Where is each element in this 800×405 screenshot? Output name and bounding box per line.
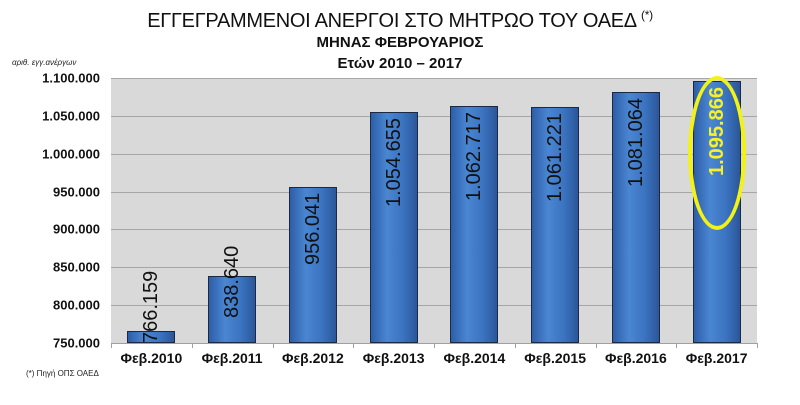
y-tick-label: 950.000 bbox=[53, 184, 100, 200]
x-tick-mark bbox=[595, 343, 597, 348]
x-tick-mark bbox=[757, 343, 758, 348]
gridline bbox=[111, 191, 757, 193]
bar-value-label: 766.159 bbox=[140, 270, 163, 344]
y-tick-label: 900.000 bbox=[53, 221, 100, 237]
highlight-ellipse bbox=[687, 76, 746, 230]
bar-value-label: 1.054.655 bbox=[382, 118, 405, 208]
x-tick-mark bbox=[111, 343, 112, 348]
chart-subtitle: ΜΗΝΑΣ ΦΕΒΡΟΥΑΡΙΟΣ bbox=[316, 34, 484, 51]
y-tick-label: 1.100.000 bbox=[42, 70, 100, 86]
title-footnote-marker: (*) bbox=[641, 8, 653, 22]
y-tick-label: 750.000 bbox=[53, 335, 100, 351]
chart-title: ΕΓΓΕΓΡΑΜΜΕΝΟΙ ΑΝΕΡΓΟΙ ΣΤΟ ΜΗΤΡΩΟ ΤΟΥ ΟΑΕ… bbox=[0, 8, 800, 33]
x-tick-label: Φεβ.2010 bbox=[120, 350, 183, 366]
x-tick-mark bbox=[676, 343, 678, 348]
bar-Φεβ.2013 bbox=[369, 112, 418, 343]
bar-value-label: 1.081.064 bbox=[624, 98, 647, 188]
x-tick-mark bbox=[191, 343, 193, 348]
gridline bbox=[111, 78, 757, 79]
x-tick-mark bbox=[514, 343, 516, 348]
y-tick-label: 800.000 bbox=[53, 297, 100, 313]
gridline bbox=[111, 153, 757, 155]
x-tick-mark bbox=[353, 343, 355, 348]
gridline bbox=[111, 267, 757, 269]
bar-value-label: 838.640 bbox=[221, 245, 244, 319]
plot-area: 766.159 838.640 956.041 1.054.655 1.062.717 1… bbox=[111, 78, 757, 343]
y-tick-label: 1.050.000 bbox=[42, 108, 100, 124]
gridline bbox=[111, 115, 757, 117]
y-tick-label: 1.000.000 bbox=[42, 146, 100, 162]
x-tick-label: Φεβ.2013 bbox=[362, 350, 425, 366]
bar-Φεβ.2014 bbox=[450, 106, 499, 343]
x-tick-label: Φεβ.2017 bbox=[685, 350, 748, 366]
bar-Φεβ.2012 bbox=[288, 187, 337, 343]
x-tick-label: Φεβ.2014 bbox=[443, 350, 506, 366]
gridline bbox=[111, 305, 757, 307]
y-tick-label: 850.000 bbox=[53, 259, 100, 275]
bar-Φεβ.2010 bbox=[127, 330, 176, 343]
bar-value-label: 1.061.221 bbox=[544, 113, 567, 203]
chart-years: Ετών 2010 – 2017 bbox=[337, 55, 463, 72]
x-tick-label: Φεβ.2015 bbox=[524, 350, 586, 366]
x-tick-mark bbox=[272, 343, 274, 348]
x-tick-label: Φεβ.2012 bbox=[282, 350, 344, 366]
gridline bbox=[111, 229, 757, 231]
bar-Φεβ.2016 bbox=[611, 92, 660, 343]
bar-Φεβ.2011 bbox=[208, 275, 257, 343]
bar-value-label: 956.041 bbox=[301, 192, 324, 266]
bar-value-label: 1.062.717 bbox=[463, 112, 486, 202]
y-axis-label: αριθ. εγγ.ανέργων bbox=[12, 58, 77, 67]
x-tick-label: Φεβ.2016 bbox=[605, 350, 667, 366]
x-tick-mark bbox=[434, 343, 435, 348]
chart-title-text: ΕΓΓΕΓΡΑΜΜΕΝΟΙ ΑΝΕΡΓΟΙ ΣΤΟ ΜΗΤΡΩΟ ΤΟΥ ΟΑΕ… bbox=[147, 10, 636, 32]
source-footnote: (*) Πηγή ΟΠΣ ΟΑΕΔ bbox=[26, 369, 99, 378]
bar-Φεβ.2015 bbox=[531, 107, 580, 343]
x-tick-label: Φεβ.2011 bbox=[201, 350, 263, 366]
